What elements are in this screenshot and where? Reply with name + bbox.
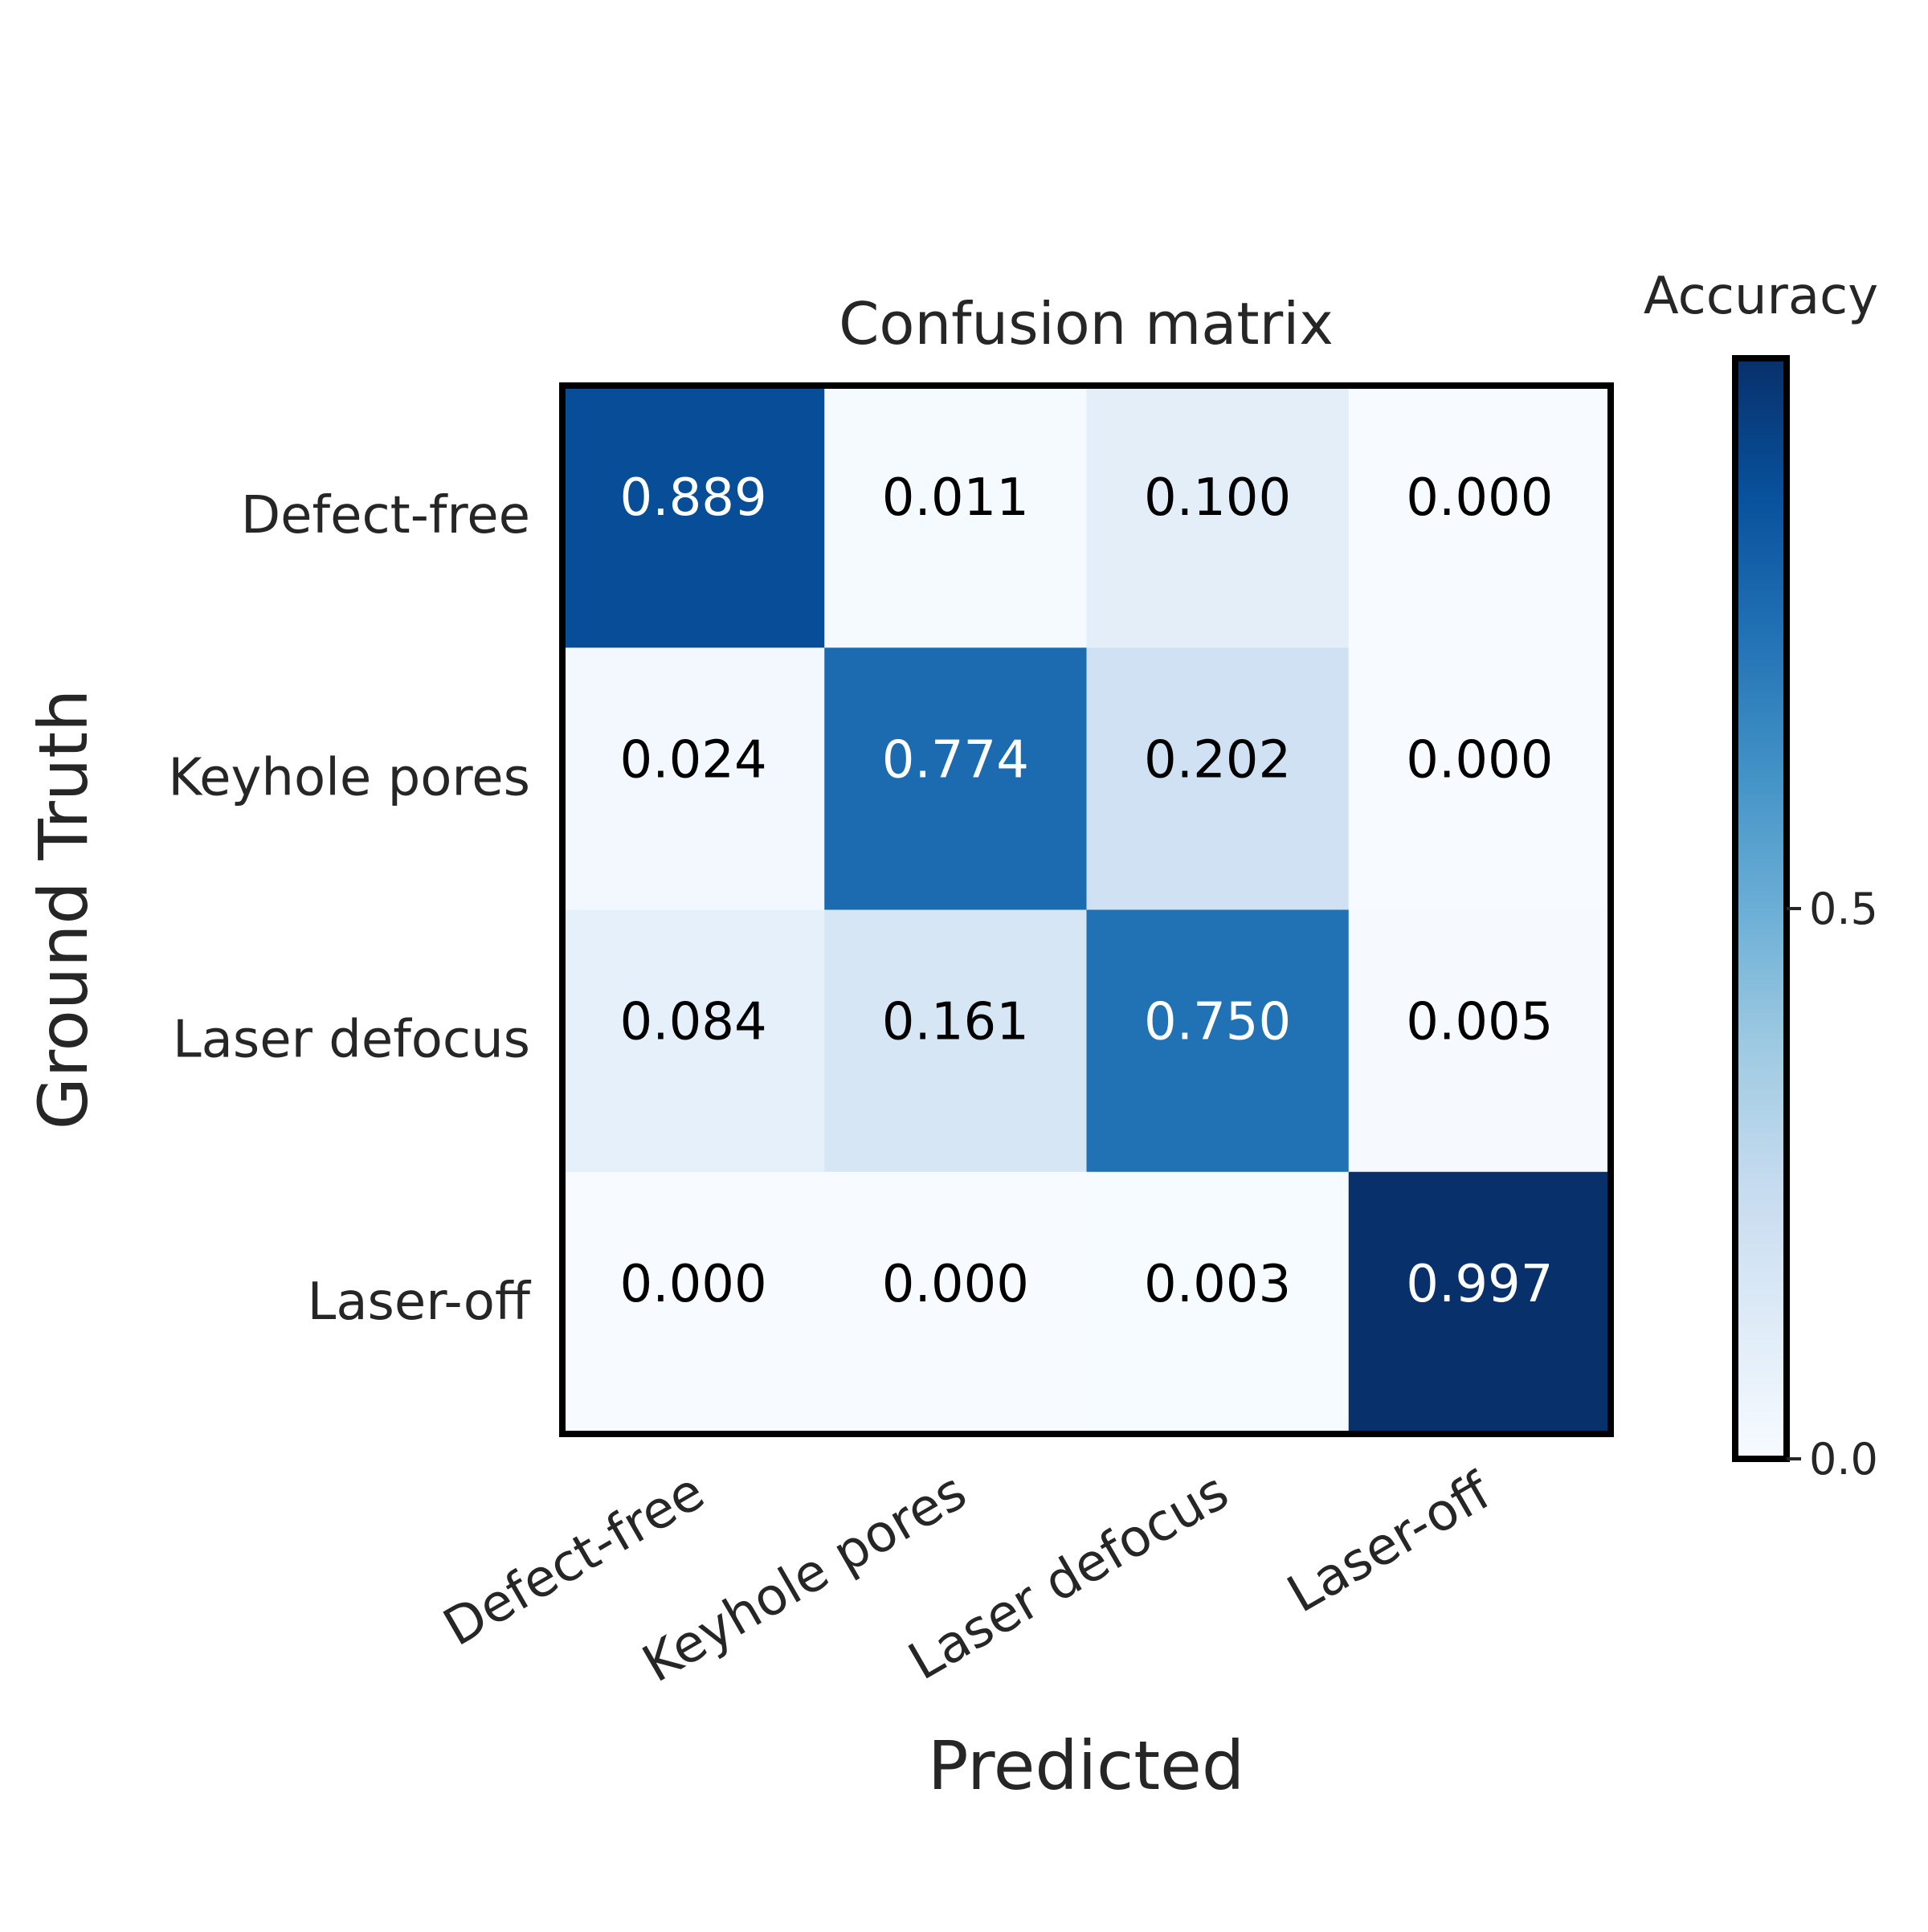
cell-value-label: 0.000: [1406, 468, 1553, 528]
chart-title: Confusion matrix: [839, 290, 1334, 357]
cell-value-label: 0.005: [1406, 993, 1553, 1052]
heatmap-cell: [1086, 647, 1350, 910]
y-tick-label: Defect-free: [241, 486, 530, 545]
heatmap-cell: [1348, 647, 1611, 910]
heatmap-cell: [824, 909, 1087, 1173]
y-tick-label: Keyhole pores: [168, 748, 530, 807]
heatmap-value-labels: 0.889 0.011 0.100 0.000 0.024 0.774 0.202 0.000…: [620, 468, 1554, 1314]
cell-value-label: 0.000: [1406, 730, 1553, 790]
heatmap-cell: [1348, 1171, 1611, 1435]
heatmap-cell: [562, 386, 825, 648]
x-tick-label: Laser-off: [1278, 1461, 1502, 1625]
heatmap-cell: [1348, 386, 1611, 648]
heatmap-cell: [562, 647, 825, 910]
heatmap-cell: [824, 386, 1087, 648]
heatmap-cell: [562, 1171, 825, 1435]
colorbar-tick-label: 0.5: [1809, 884, 1878, 934]
cell-value-label: 0.202: [1144, 730, 1291, 790]
heatmap-cell: [1086, 909, 1350, 1173]
heatmap-cell: [1348, 909, 1611, 1173]
y-tick-label: Laser-off: [308, 1272, 532, 1332]
colorbar: [1732, 355, 1790, 1462]
heatmap-cells: [562, 386, 1611, 1435]
cell-value-label: 0.997: [1406, 1255, 1553, 1314]
heatmap-cell: [1086, 1171, 1350, 1435]
colorbar-label: Accuracy: [1644, 267, 1878, 326]
cell-value-label: 0.000: [882, 1255, 1029, 1314]
plot-frame: [559, 382, 1614, 1437]
y-axis-tick-labels: Defect-free Keyhole pores Laser defocus Las…: [168, 486, 532, 1332]
x-axis-label: Predicted: [928, 1726, 1244, 1805]
cell-value-label: 0.011: [882, 468, 1029, 528]
colorbar-ticks: 0.0 0.5: [1787, 884, 1878, 1485]
cell-value-label: 0.000: [620, 1255, 767, 1314]
heatmap-cell: [1086, 386, 1350, 648]
cell-value-label: 0.024: [620, 730, 767, 790]
cell-value-label: 0.889: [620, 468, 767, 528]
cell-value-label: 0.750: [1144, 993, 1291, 1052]
heatmap-cell: [562, 909, 825, 1173]
colorbar-tick-label: 0.0: [1809, 1434, 1878, 1485]
heatmap-cell: [824, 1171, 1087, 1435]
cell-value-label: 0.774: [882, 730, 1029, 790]
cell-value-label: 0.003: [1144, 1255, 1291, 1314]
heatmap-cell: [824, 647, 1087, 910]
y-axis-label: Ground Truth: [24, 689, 103, 1130]
cell-value-label: 0.100: [1144, 468, 1291, 528]
y-tick-label: Laser defocus: [173, 1011, 530, 1070]
cell-value-label: 0.161: [882, 993, 1029, 1052]
cell-value-label: 0.084: [620, 993, 767, 1052]
